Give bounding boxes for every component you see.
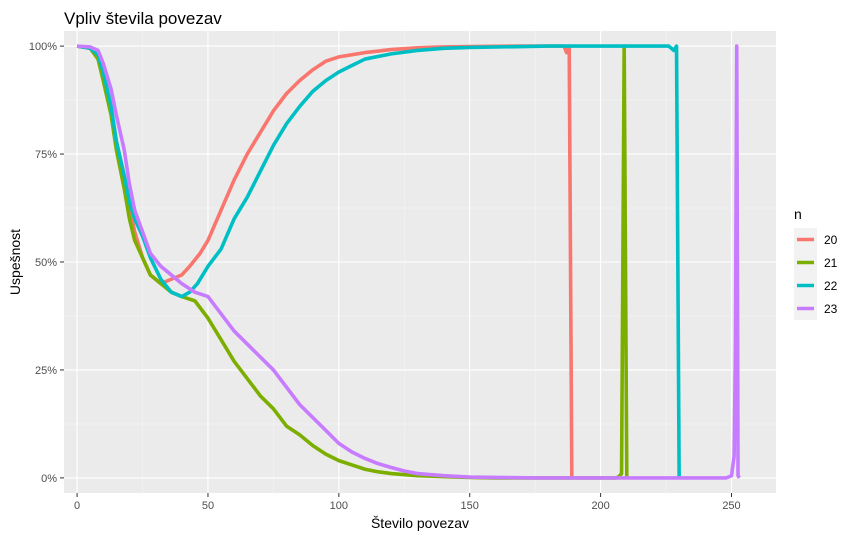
legend-label: 20 [824,233,838,247]
y-tick-label: 25% [35,365,57,377]
legend-label: 22 [824,279,838,293]
y-axis: 0% 25% 50% 75% 100% [29,41,64,485]
x-tick-label: 100 [330,500,348,512]
legend-item-23: 23 [794,297,838,320]
x-tick-label: 50 [202,500,214,512]
x-tick-label: 200 [591,500,609,512]
y-tick-label: 50% [35,257,57,269]
chart-title: Vpliv števila povezav [64,9,222,28]
y-tick-label: 100% [29,41,57,53]
x-axis-title: Število povezav [371,515,469,531]
legend-item-20: 20 [794,228,838,251]
legend-label: 23 [824,302,838,316]
x-axis: 0 50 100 150 200 250 [74,493,741,512]
series-layer [76,44,741,480]
x-tick-label: 150 [461,500,479,512]
y-tick-label: 75% [35,149,57,161]
legend-item-21: 21 [794,251,838,274]
series-line-23 [76,44,741,480]
legend-title: n [794,206,802,222]
legend-item-22: 22 [794,274,838,297]
x-tick-label: 0 [74,500,80,512]
x-tick-label: 250 [722,500,740,512]
legend: n 20 21 22 23 [794,206,838,320]
y-tick-label: 0% [41,473,57,485]
y-axis-title: Uspešnost [7,229,23,295]
series-line-22 [76,44,681,478]
legend-label: 21 [824,256,838,270]
